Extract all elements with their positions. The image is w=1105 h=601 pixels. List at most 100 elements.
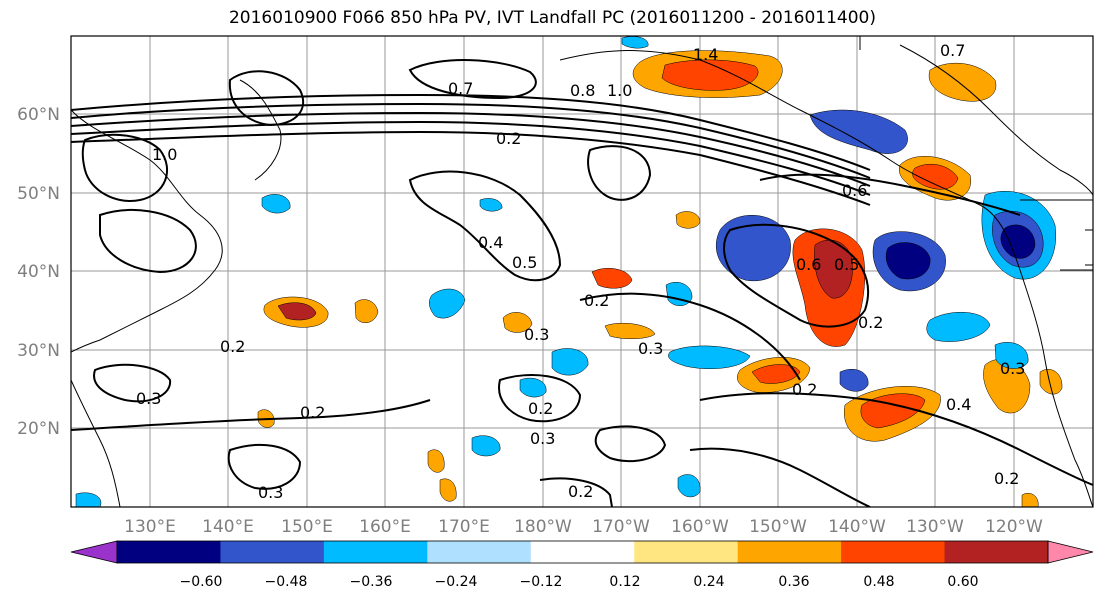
colorbar-tick-label: 0.24 [693, 574, 724, 590]
lon-tick-label: 150°W [749, 517, 807, 537]
lat-tick-label: 40°N [17, 262, 60, 282]
negative-anomaly-small-3 [668, 345, 751, 369]
contour-label: 0.6 [796, 255, 821, 274]
colorbar-segment [737, 541, 842, 563]
colorbar-tick-label: 0.36 [778, 574, 809, 590]
contour-label: 0.8 [570, 81, 595, 100]
colorbar-tick-label: −0.12 [520, 574, 563, 590]
lat-tick-label: 30°N [17, 341, 60, 361]
negative-anomaly-gulf [809, 109, 908, 154]
negative-anomaly-small-7 [839, 369, 869, 392]
colorbar-segment [117, 541, 221, 563]
colorbar-segment [220, 541, 325, 563]
colorbar [70, 540, 1094, 564]
lon-tick-label: 160°E [359, 517, 411, 537]
contour-label: 0.2 [858, 313, 883, 332]
contour-label: 0.2 [220, 337, 245, 356]
negative-anomaly-small-5 [519, 377, 547, 398]
positive-anomaly-bc-core [912, 163, 959, 190]
colorbar-tick-label: −0.36 [350, 574, 393, 590]
colorbar-extend-high [1047, 540, 1094, 564]
contour-label: 0.3 [136, 389, 161, 408]
colorbar-labels: −0.60 −0.48 −0.36 −0.24 −0.12 0.12 0.24 … [180, 574, 979, 590]
positive-anomaly-small-1 [591, 268, 633, 289]
contour-label: 0.2 [568, 482, 593, 501]
lon-tick-label: 170°E [438, 517, 490, 537]
lat-tick-label: 50°N [17, 184, 60, 204]
contour-label: 0.2 [584, 291, 609, 310]
lat-tick-label: 20°N [17, 419, 60, 439]
map-title: 2016010900 F066 850 hPa PV, IVT Landfall… [228, 8, 876, 28]
contour-label: 0.5 [512, 253, 537, 272]
negative-anomaly-small-6 [471, 435, 501, 457]
colorbar-tick-label: −0.48 [265, 574, 308, 590]
contour-label: 0.2 [300, 403, 325, 422]
colorbar-extend-low [70, 540, 118, 564]
lon-tick-label: 180°W [514, 517, 572, 537]
contour-label-group: 1.4 0.7 0.7 0.8 1.0 1.0 0.2 0.4 0.5 0.6 … [136, 41, 1025, 502]
contour-label: 0.3 [524, 325, 549, 344]
colorbar-segment [634, 541, 739, 563]
negative-anomaly-central-east-core [885, 242, 931, 280]
contour-label: 0.2 [496, 129, 521, 148]
lon-tick-label: 130°W [906, 517, 964, 537]
colorbar-tick-label: 0.60 [947, 574, 978, 590]
contour-label: 1.4 [693, 45, 718, 64]
colorbar-segment [944, 541, 1049, 563]
contour-label: 0.4 [478, 233, 503, 252]
negative-anomaly-small-1 [429, 288, 466, 319]
lon-tick-label: 130°E [124, 517, 176, 537]
positive-anomaly-small-4 [675, 211, 701, 229]
positive-anomaly-small-5 [1039, 369, 1063, 395]
pv-filled-contours [75, 36, 1063, 507]
negative-anomaly-small-11 [261, 194, 291, 214]
positive-anomaly-alaska-core [661, 59, 759, 91]
positive-anomaly-central-core [814, 239, 853, 299]
contour-label: 0.3 [638, 339, 663, 358]
positive-anomaly-small-7 [427, 449, 445, 473]
contour-label: 1.0 [152, 145, 177, 164]
contour-label: 1.0 [607, 81, 632, 100]
negative-anomaly-small-14 [75, 492, 102, 507]
contour-label: 0.7 [940, 41, 965, 60]
contour-label: 0.2 [528, 399, 553, 418]
contour-label: 0.3 [530, 429, 555, 448]
positive-anomaly-small-2 [502, 312, 533, 333]
colorbar-tick-label: 0.12 [609, 574, 640, 590]
colorbar-tick-label: 0.48 [863, 574, 894, 590]
pv-contour-lines [71, 59, 1093, 507]
colorbar-tick-label: −0.60 [180, 574, 223, 590]
colorbar-segment [841, 541, 946, 563]
colorbar-border [116, 540, 1049, 564]
colorbar-segment [530, 541, 635, 563]
lon-tick-label: 120°W [985, 517, 1043, 537]
colorbar-segment [427, 541, 532, 563]
negative-anomaly-small-4 [551, 348, 589, 376]
coastlines [71, 36, 1093, 507]
contour-label: 0.2 [792, 380, 817, 399]
positive-anomaly-south-1-core [751, 364, 801, 384]
contour-label: 0.2 [994, 469, 1019, 488]
negative-anomaly-small-9 [926, 311, 991, 342]
contour-label: 0.4 [946, 395, 971, 414]
colorbar-tick-label: −0.24 [435, 574, 478, 590]
negative-anomaly-small-8 [994, 342, 1029, 369]
positive-anomaly-west-core [277, 302, 317, 321]
lon-tick-label: 160°W [671, 517, 729, 537]
longitude-axis: 130°E 140°E 150°E 160°E 170°E 180°W 170°… [124, 517, 1043, 537]
positive-anomaly-small-6 [354, 299, 379, 324]
latitude-axis: 60°N 50°N 40°N 30°N 20°N [17, 105, 60, 439]
positive-anomaly-small-8 [439, 478, 457, 502]
lon-tick-label: 150°E [281, 517, 333, 537]
positive-anomaly-small-10 [1021, 492, 1039, 507]
colorbar-segment [323, 541, 428, 563]
map-border [70, 35, 1094, 508]
positive-anomaly-small-3 [604, 323, 656, 339]
contour-label: 0.7 [448, 79, 473, 98]
contour-label: 0.6 [842, 181, 867, 200]
negative-anomaly-small-10 [479, 198, 503, 212]
lon-tick-label: 140°E [202, 517, 254, 537]
lon-tick-label: 140°W [828, 517, 886, 537]
negative-anomaly-small-13 [677, 474, 701, 498]
